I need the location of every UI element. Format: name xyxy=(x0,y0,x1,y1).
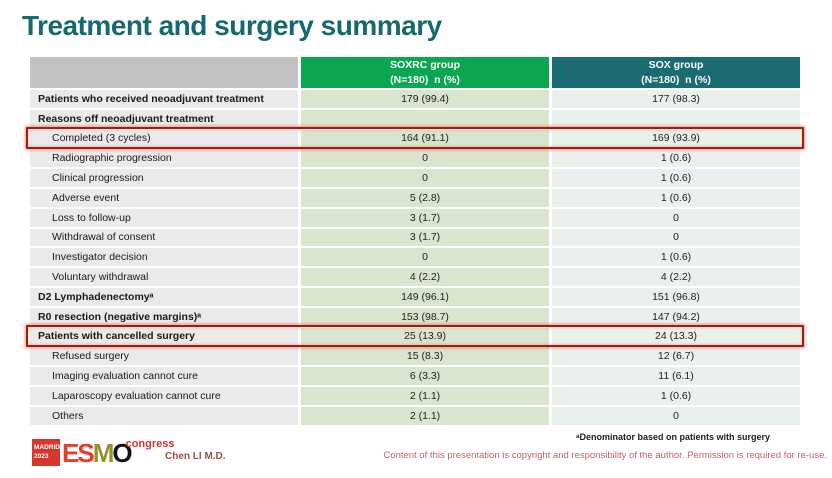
soxrc-value: 3 (1.7) xyxy=(301,208,549,227)
sox-value: 169 (93.9) xyxy=(552,129,800,148)
soxrc-value: 0 xyxy=(301,149,549,168)
sox-value: 151 (96.8) xyxy=(552,287,800,306)
sox-value: 1 (0.6) xyxy=(552,149,800,168)
soxrc-value: 25 (13.9) xyxy=(301,327,549,346)
soxrc-value xyxy=(301,109,549,128)
soxrc-value: 149 (96.1) xyxy=(301,287,549,306)
row-label: D2 Lymphadenectomyᵃ xyxy=(30,287,298,306)
esmo-letter-m: M xyxy=(92,437,115,468)
sox-value: 147 (94.2) xyxy=(552,307,800,326)
sox-value: 4 (2.2) xyxy=(552,268,800,286)
soxrc-group-n: (N=180) n (%) xyxy=(390,73,460,86)
soxrc-value: 2 (1.1) xyxy=(301,386,549,405)
soxrc-value: 4 (2.2) xyxy=(301,268,549,286)
sox-value: 0 xyxy=(552,406,800,425)
table-row: Reasons off neoadjuvant treatment xyxy=(30,109,800,128)
esmo-wordmark: ESMO congress xyxy=(62,437,175,468)
row-label: Others xyxy=(30,406,298,425)
row-label: Adverse event xyxy=(30,188,298,207)
table-row: Completed (3 cycles) 164 (91.1) 169 (93.9) xyxy=(26,127,804,149)
table-row: Adverse event 5 (2.8) 1 (0.6) xyxy=(30,188,800,207)
esmo-letter-s: S xyxy=(77,437,94,468)
table-header-row: SOXRC group (N=180) n (%) SOX group (N=1… xyxy=(30,57,800,88)
header-sox-group: SOX group (N=180) n (%) xyxy=(552,57,800,88)
sox-value: 1 (0.6) xyxy=(552,188,800,207)
soxrc-value: 179 (99.4) xyxy=(301,90,549,108)
sox-value: 1 (0.6) xyxy=(552,248,800,267)
row-label: Patients who received neoadjuvant treatm… xyxy=(30,90,298,108)
madrid-2023-badge: MADRID 2023 xyxy=(32,439,60,466)
sox-group-name: SOX group xyxy=(648,59,704,72)
badge-year: 2023 xyxy=(34,452,49,460)
esmo-letter-e: E xyxy=(62,437,79,468)
table-row: Refused surgery 15 (8.3) 12 (6.7) xyxy=(30,347,800,366)
row-label: Withdrawal of consent xyxy=(30,228,298,247)
row-label: Laparoscopy evaluation cannot cure xyxy=(30,386,298,405)
soxrc-value: 0 xyxy=(301,169,549,187)
row-label: Reasons off neoadjuvant treatment xyxy=(30,109,298,128)
table-row: Patients who received neoadjuvant treatm… xyxy=(30,90,800,108)
table-row: Loss to follow-up 3 (1.7) 0 xyxy=(30,208,800,227)
esmo-letter-o: O xyxy=(112,437,132,468)
soxrc-value: 15 (8.3) xyxy=(301,347,549,366)
sox-value: 0 xyxy=(552,228,800,247)
header-empty-cell xyxy=(30,57,298,88)
soxrc-group-name: SOXRC group xyxy=(390,59,460,72)
row-label: Voluntary withdrawal xyxy=(30,268,298,286)
congress-label: congress xyxy=(125,437,175,450)
sox-value xyxy=(552,109,800,128)
soxrc-value: 0 xyxy=(301,248,549,267)
row-label: Imaging evaluation cannot cure xyxy=(30,367,298,385)
table-body: Patients who received neoadjuvant treatm… xyxy=(26,90,804,425)
table-row: Investigator decision 0 1 (0.6) xyxy=(30,248,800,267)
footnote: ᵃDenominator based on patients with surg… xyxy=(576,432,770,442)
row-label: Refused surgery xyxy=(30,347,298,366)
soxrc-value: 6 (3.3) xyxy=(301,367,549,385)
summary-table: SOXRC group (N=180) n (%) SOX group (N=1… xyxy=(26,57,804,427)
table-row: Others 2 (1.1) 0 xyxy=(30,406,800,425)
author-name: Chen LI M.D. xyxy=(165,451,226,462)
esmo-congress-logo: MADRID 2023 ESMO congress xyxy=(32,437,175,468)
soxrc-value: 2 (1.1) xyxy=(301,406,549,425)
sox-value: 11 (6.1) xyxy=(552,367,800,385)
table-row: Laparoscopy evaluation cannot cure 2 (1.1… xyxy=(30,386,800,405)
row-label: Investigator decision xyxy=(30,248,298,267)
row-label: Patients with cancelled surgery xyxy=(30,327,298,346)
table-row: R0 resection (negative margins)ᵃ 153 (98.… xyxy=(30,307,800,326)
table-row: Imaging evaluation cannot cure 6 (3.3) 11 … xyxy=(30,367,800,385)
row-label: Radiographic progression xyxy=(30,149,298,168)
header-soxrc-group: SOXRC group (N=180) n (%) xyxy=(301,57,549,88)
sox-value: 0 xyxy=(552,208,800,227)
table-row: Clinical progression 0 1 (0.6) xyxy=(30,169,800,187)
badge-city: MADRID xyxy=(34,444,60,452)
soxrc-value: 5 (2.8) xyxy=(301,188,549,207)
table-row: Radiographic progression 0 1 (0.6) xyxy=(30,149,800,168)
table-row: D2 Lymphadenectomyᵃ 149 (96.1) 151 (96.8) xyxy=(30,287,800,306)
row-label: Completed (3 cycles) xyxy=(30,129,298,148)
sox-value: 12 (6.7) xyxy=(552,347,800,366)
sox-value: 24 (13.3) xyxy=(552,327,800,346)
sox-value: 1 (0.6) xyxy=(552,386,800,405)
soxrc-value: 3 (1.7) xyxy=(301,228,549,247)
table-row: Withdrawal of consent 3 (1.7) 0 xyxy=(30,228,800,247)
soxrc-value: 153 (98.7) xyxy=(301,307,549,326)
slide-title: Treatment and surgery summary xyxy=(22,10,442,41)
soxrc-value: 164 (91.1) xyxy=(301,129,549,148)
row-label: Clinical progression xyxy=(30,169,298,187)
row-label: R0 resection (negative margins)ᵃ xyxy=(30,307,298,326)
row-label: Loss to follow-up xyxy=(30,208,298,227)
table-row: Voluntary withdrawal 4 (2.2) 4 (2.2) xyxy=(30,268,800,286)
sox-value: 1 (0.6) xyxy=(552,169,800,187)
sox-value: 177 (98.3) xyxy=(552,90,800,108)
copyright-notice: Content of this presentation is copyrigh… xyxy=(383,450,827,461)
sox-group-n: (N=180) n (%) xyxy=(641,73,711,86)
table-row: Patients with cancelled surgery 25 (13.9)… xyxy=(26,325,804,347)
